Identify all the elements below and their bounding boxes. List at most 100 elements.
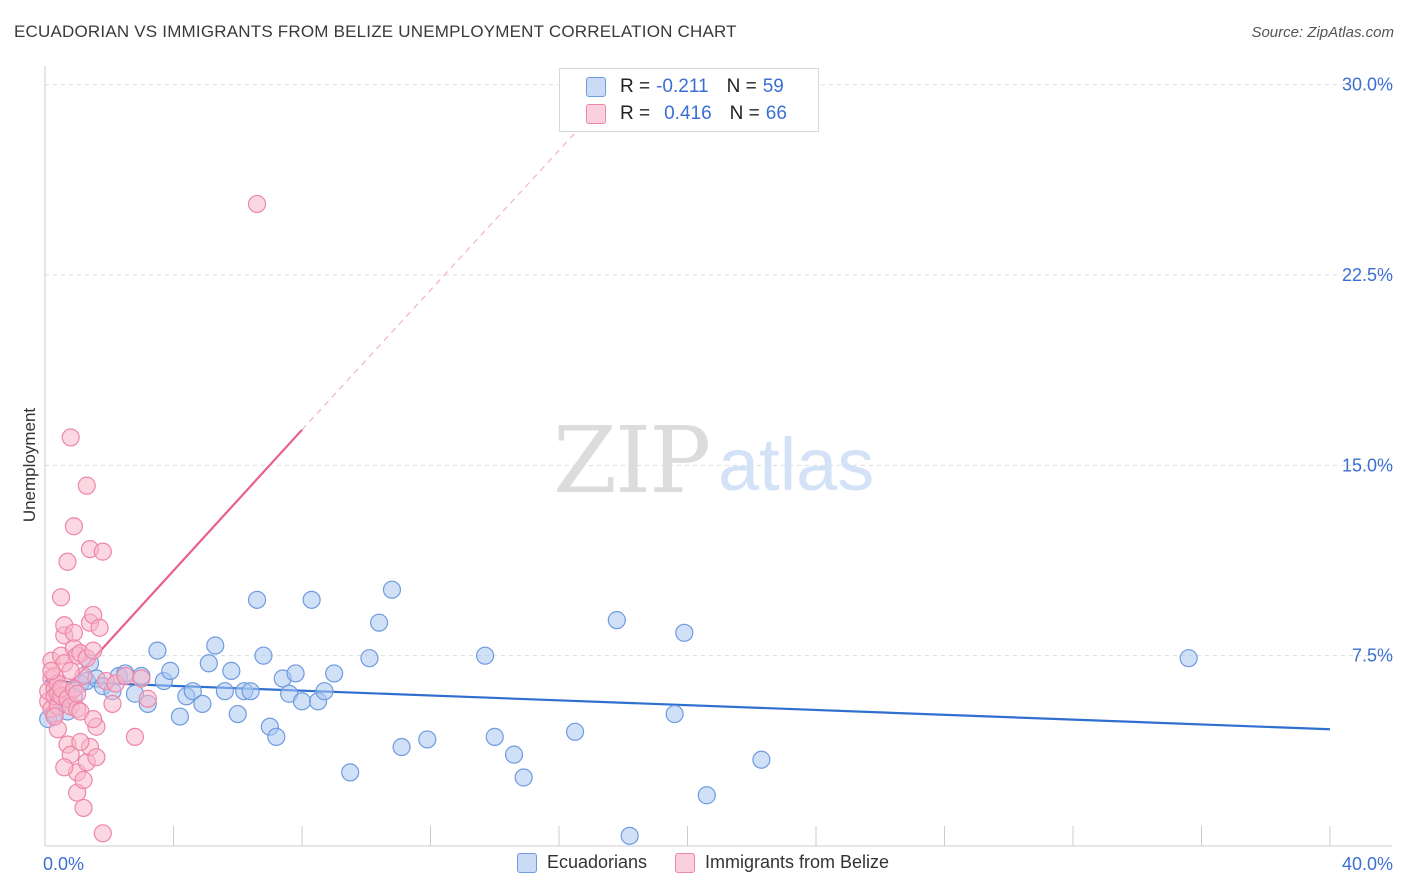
legend-swatch-pink — [586, 104, 606, 124]
ecuadorian-point — [222, 661, 241, 680]
ecuadorian-point — [485, 727, 504, 746]
legend-item-belize[interactable]: Immigrants from Belize — [675, 852, 889, 873]
ecuadorian-point — [607, 611, 626, 630]
ecuadorian-point — [360, 649, 379, 668]
legend-swatch-blue — [516, 852, 537, 873]
belize-point — [45, 707, 64, 726]
correlation-legend: R = -0.211 N = 59 R = 0.416 N = 66 — [559, 68, 819, 132]
legend-row-belize: R = 0.416 N = 66 — [586, 101, 787, 127]
belize-point — [84, 641, 103, 660]
series-legend: Ecuadorians Immigrants from Belize — [0, 852, 1406, 873]
belize-point — [64, 517, 84, 536]
ecuadorian-point — [206, 636, 225, 655]
chart-source: Source: ZipAtlas.com — [1251, 24, 1394, 41]
belize-point — [61, 428, 80, 447]
belize-point — [87, 748, 106, 767]
tick-labels: 7.5% 15.0% 22.5% 30.0% 0.0% 40.0% — [43, 75, 1393, 874]
legend-swatch-pink — [675, 852, 696, 873]
watermark-atlas: atlas — [718, 423, 874, 506]
ecuadorian-point — [161, 661, 180, 680]
legend-n-value: 59 — [762, 76, 784, 97]
legend-item-ecuadorians[interactable]: Ecuadorians — [516, 852, 648, 873]
pink-trend-extension — [301, 132, 576, 431]
belize-point — [71, 732, 90, 752]
legend-r-label: R = — [620, 76, 651, 97]
ecuadorian-point — [418, 730, 437, 749]
legend-r-value: -0.211 — [656, 76, 709, 97]
legend-r-value: 0.416 — [664, 103, 712, 124]
ecuadorian-point — [665, 704, 684, 724]
belize-point — [58, 552, 77, 571]
belize-point — [116, 666, 135, 686]
belize-point — [132, 669, 151, 688]
grid-lines — [45, 84, 1392, 657]
belize-point — [77, 476, 96, 495]
belize-point — [51, 588, 71, 607]
y-tick-label: 30.0% — [1342, 75, 1393, 95]
ecuadorian-point — [1179, 649, 1198, 668]
legend-row-ecuadorians: R = -0.211 N = 59 — [586, 74, 784, 100]
ecuadorian-point — [302, 590, 321, 609]
axes — [44, 66, 1392, 847]
ecuadorian-point — [392, 737, 411, 757]
legend-label-ecuadorians: Ecuadorians — [546, 852, 648, 872]
legend-n-label: N = — [729, 103, 760, 124]
belize-point — [93, 542, 112, 561]
belize-point — [138, 689, 157, 708]
chart-title: ECUADORIAN VS IMMIGRANTS FROM BELIZE UNE… — [14, 22, 737, 41]
ecuadorian-point — [199, 654, 218, 673]
belize-point — [42, 661, 61, 680]
belize-point — [74, 770, 93, 790]
series-ecuadorians-points — [39, 580, 1198, 845]
legend-n-value: 66 — [765, 103, 787, 124]
y-tick-label: 7.5% — [1352, 646, 1393, 666]
belize-point — [93, 824, 112, 843]
series-belize-points — [39, 194, 267, 843]
ecuadorian-point — [170, 707, 190, 726]
ecuadorian-point — [675, 623, 694, 642]
y-axis-label: Unemployment — [20, 407, 39, 523]
watermark-zip: ZIP — [553, 407, 709, 514]
ecuadorian-point — [514, 768, 533, 787]
ecuadorian-point — [148, 641, 167, 660]
belize-point — [64, 623, 84, 642]
ecuadorian-point — [370, 613, 389, 632]
belize-point — [125, 727, 145, 746]
watermark: ZIP atlas — [553, 407, 874, 514]
legend-r-label: R = — [620, 103, 651, 124]
x-tick-label: 0.0% — [43, 854, 84, 874]
ecuadorian-point — [183, 682, 202, 701]
x-tick-label: 40.0% — [1342, 854, 1393, 874]
ecuadorian-point — [325, 664, 344, 683]
ecuadorian-point — [382, 580, 402, 599]
ecuadorian-point — [286, 664, 305, 683]
legend-swatch-blue — [586, 77, 606, 97]
belize-point — [103, 694, 122, 713]
legend-label-belize: Immigrants from Belize — [705, 852, 890, 872]
belize-point — [74, 798, 93, 818]
ecuadorian-point — [292, 692, 312, 711]
ecuadorian-point — [228, 704, 247, 724]
legend-n-label: N = — [726, 76, 757, 97]
ecuadorian-point — [752, 750, 771, 769]
ecuadorian-point — [341, 763, 360, 782]
ecuadorian-point — [315, 682, 334, 701]
ecuadorian-point — [504, 745, 524, 764]
belize-point — [68, 684, 87, 703]
ecuadorian-point — [215, 682, 234, 701]
y-tick-label: 22.5% — [1342, 265, 1393, 285]
belize-point — [247, 194, 267, 214]
ecuadorian-point — [241, 682, 260, 701]
belize-point — [90, 618, 109, 637]
ecuadorian-point — [193, 694, 212, 713]
belize-point — [84, 710, 103, 729]
ecuadorian-point — [697, 786, 716, 805]
ecuadorian-point — [267, 727, 286, 746]
ecuadorian-point — [476, 646, 495, 665]
ecuadorian-point — [254, 646, 273, 665]
y-tick-label: 15.0% — [1342, 455, 1393, 475]
ecuadorian-point — [247, 590, 267, 609]
ecuadorian-point — [565, 722, 585, 741]
belize-point — [55, 758, 74, 777]
